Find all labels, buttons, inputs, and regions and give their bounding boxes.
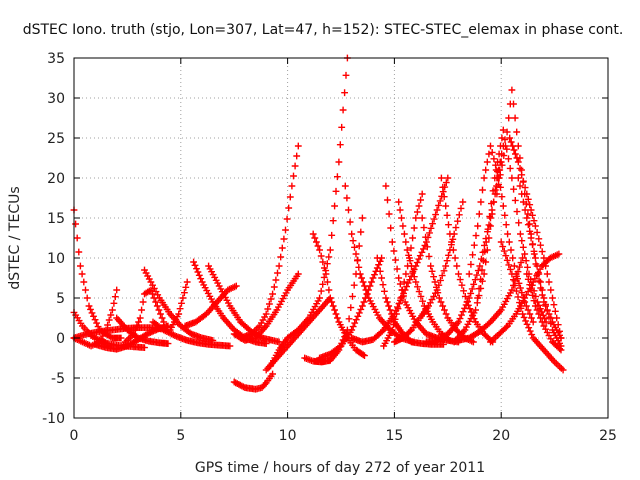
data-series [181, 282, 240, 330]
data-series [121, 286, 168, 346]
y-tick-label: 0 [56, 331, 65, 347]
plus-markers [316, 254, 385, 362]
x-tick-label: 0 [70, 428, 79, 444]
data-series [514, 174, 565, 350]
y-tick-label: 10 [47, 251, 65, 267]
plus-markers [506, 134, 565, 342]
plus-markers [301, 214, 366, 366]
x-tick-label: 5 [176, 428, 185, 444]
plus-markers [523, 270, 565, 354]
x-axis-label: GPS time / hours of day 272 of year 2011 [195, 460, 485, 476]
y-tick-label: 15 [47, 211, 65, 227]
plus-markers [166, 278, 191, 334]
plot-frame [73, 57, 609, 419]
data-series [465, 142, 537, 326]
x-tick-label: 25 [599, 428, 617, 444]
plus-markers [455, 254, 526, 344]
data-series [267, 54, 351, 370]
y-tick-label: 35 [47, 51, 65, 67]
plus-markers [230, 370, 276, 393]
data-series [348, 174, 452, 346]
plus-markers [465, 142, 537, 326]
grid-lines [74, 58, 608, 418]
x-tick-label: 15 [385, 428, 403, 444]
y-tick-label: 30 [47, 91, 65, 107]
data-series [237, 142, 302, 342]
plus-markers [267, 54, 351, 370]
plus-markers [181, 282, 240, 330]
x-tick-label: 20 [492, 428, 510, 444]
plus-markers [348, 174, 452, 346]
data-series [523, 270, 565, 354]
data-series [391, 198, 467, 346]
data-series [166, 278, 191, 334]
data-series [316, 254, 385, 362]
y-tick-label: 20 [47, 171, 65, 187]
chart-title: dSTEC Iono. truth (stjo, Lon=307, Lat=47… [23, 22, 624, 38]
data-series [497, 238, 567, 374]
plus-markers [237, 142, 302, 342]
data-series [230, 370, 276, 393]
plus-markers [497, 238, 567, 374]
plus-markers [121, 286, 168, 346]
y-tick-label: 25 [47, 131, 65, 147]
y-tick-label: -10 [42, 411, 65, 427]
data-series [506, 134, 565, 342]
marker-layer [70, 54, 567, 393]
y-tick-label: 5 [56, 291, 65, 307]
x-tick-label: 10 [279, 428, 297, 444]
plus-markers [391, 198, 467, 346]
data-series [455, 254, 526, 344]
plus-markers [514, 174, 565, 350]
x-tick-labels: 0 5 10 15 20 25 [70, 58, 617, 444]
y-tick-label: -5 [51, 371, 65, 387]
y-tick-labels: -10 -5 0 5 10 15 20 25 30 35 [42, 51, 608, 427]
data-series [301, 214, 366, 366]
y-axis-label: dSTEC / TECUs [7, 186, 23, 289]
